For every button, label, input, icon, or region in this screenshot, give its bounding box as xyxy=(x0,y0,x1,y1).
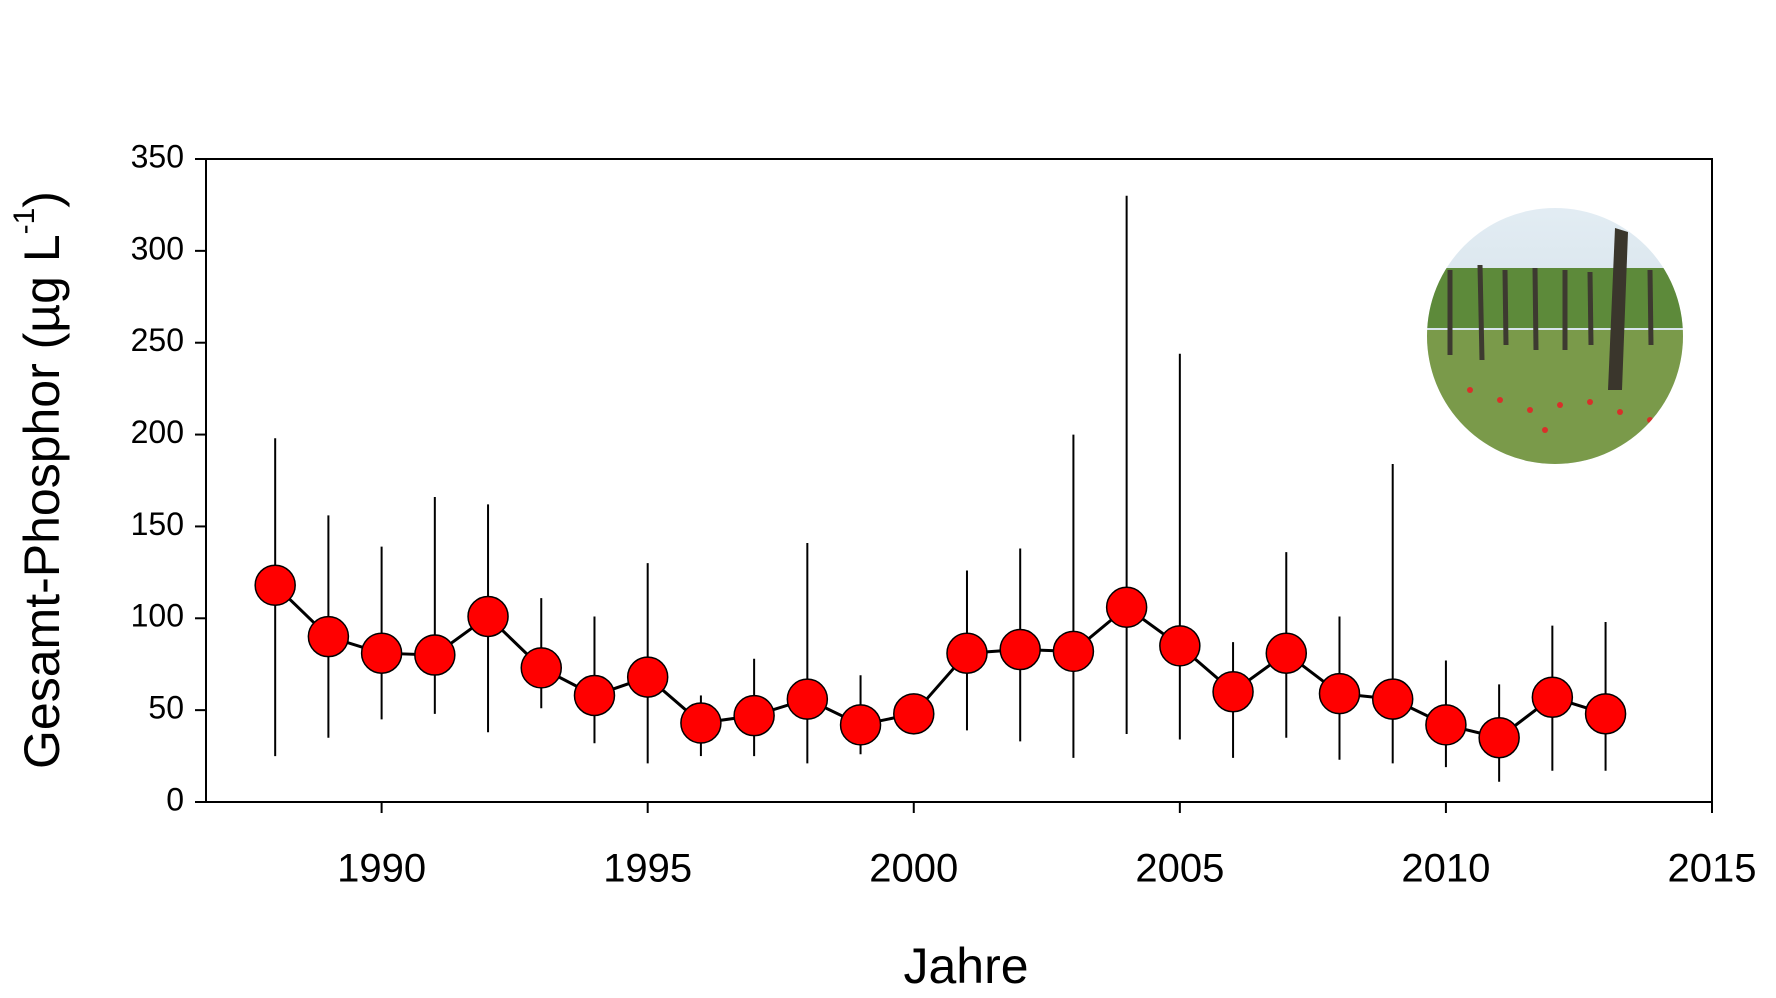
y-tick-label: 100 xyxy=(131,598,184,634)
x-tick-label: 1995 xyxy=(603,847,692,891)
data-point xyxy=(467,595,509,638)
y-axis-title-sup: -1 xyxy=(8,208,41,235)
data-point xyxy=(1265,632,1308,674)
y-tick-label: 50 xyxy=(148,690,184,726)
x-tick-label: 2005 xyxy=(1135,847,1224,891)
data-point xyxy=(946,632,988,674)
data-point xyxy=(1159,625,1201,667)
data-point xyxy=(573,674,616,717)
data-point xyxy=(360,632,403,674)
y-tick-label: 150 xyxy=(131,506,184,542)
plot-frame xyxy=(205,158,1713,803)
data-point xyxy=(1212,671,1254,713)
y-tick-label: 350 xyxy=(131,138,184,174)
photo xyxy=(1427,208,1683,464)
x-tick-label: 1990 xyxy=(337,847,426,891)
data-point xyxy=(893,693,935,735)
data-point xyxy=(1478,716,1520,759)
data-point xyxy=(414,634,456,676)
data-point xyxy=(1105,586,1148,629)
y-tick-label: 300 xyxy=(131,230,184,266)
data-point xyxy=(1584,693,1627,735)
data-point xyxy=(1318,672,1361,715)
data-point xyxy=(999,628,1041,671)
data-point xyxy=(1371,678,1414,720)
data-point xyxy=(520,647,563,689)
data-point xyxy=(254,564,296,606)
y-axis-title: Gesamt-Phosphor (µg L-1) xyxy=(8,191,70,769)
y-tick-label: 200 xyxy=(131,414,184,450)
data-point xyxy=(680,702,722,744)
x-tick-label: 2015 xyxy=(1668,847,1757,891)
data-point xyxy=(626,656,669,698)
x-axis-title: Jahre xyxy=(903,938,1028,994)
y-axis-title-main: Gesamt-Phosphor (µg L xyxy=(14,234,70,769)
y-tick-label: 250 xyxy=(131,322,184,358)
data-point xyxy=(1425,704,1467,746)
data-point xyxy=(1531,676,1574,719)
data-point xyxy=(786,678,829,720)
y-tick-label: 0 xyxy=(166,781,184,817)
x-tick-label: 2000 xyxy=(869,847,958,891)
data-point xyxy=(733,694,775,737)
x-tick-label: 2010 xyxy=(1401,847,1490,891)
data-point xyxy=(1052,630,1095,673)
data-point xyxy=(307,615,350,658)
y-axis-title-end: ) xyxy=(14,191,70,208)
data-point xyxy=(839,704,882,746)
